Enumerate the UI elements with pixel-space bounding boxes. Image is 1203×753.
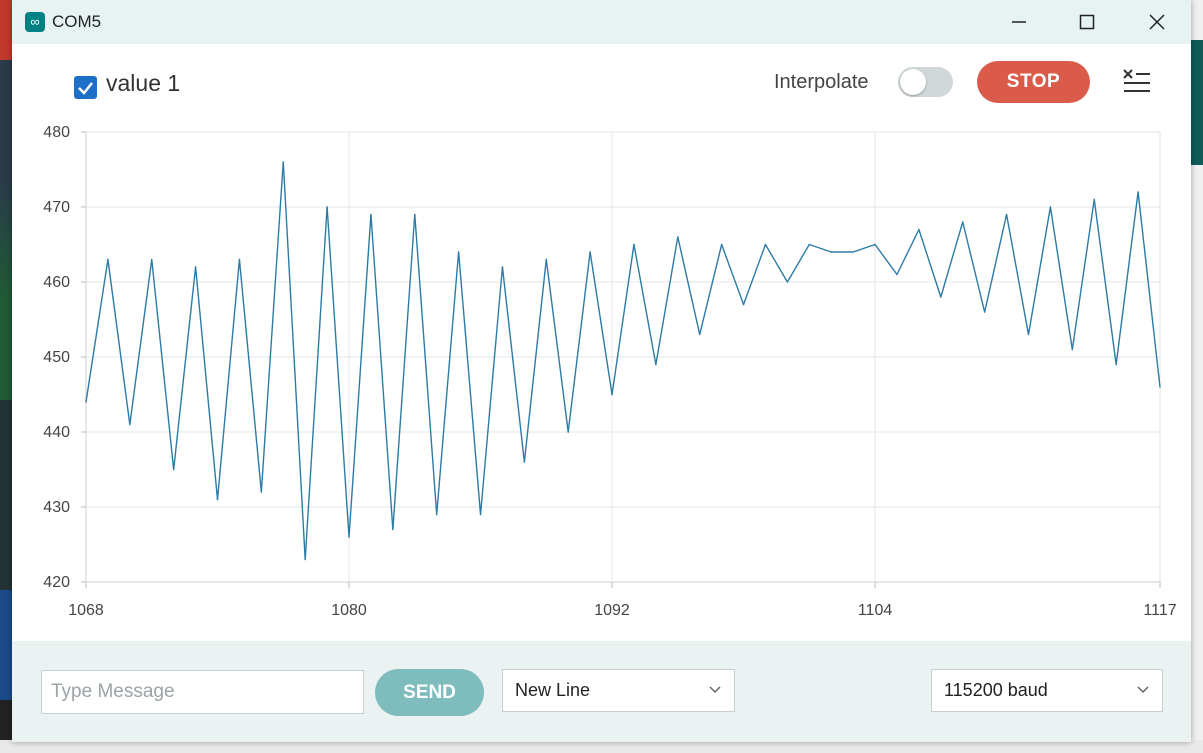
x-tick-label: 1068	[68, 602, 104, 619]
y-tick-label: 470	[43, 199, 70, 216]
series-line-segment	[699, 243, 723, 336]
minimize-button[interactable]	[984, 0, 1054, 44]
series-line-segment	[1027, 206, 1052, 336]
series-line-segment	[151, 258, 175, 471]
footer-bar: SEND New Line 115200 baud	[12, 641, 1191, 742]
close-icon	[1149, 14, 1165, 30]
y-tick-label: 420	[43, 574, 70, 591]
series-line-segment	[786, 243, 811, 283]
series-line-segment	[720, 243, 745, 306]
chevron-down-icon	[709, 686, 721, 694]
maximize-icon	[1079, 14, 1095, 30]
series-line-segment	[457, 251, 482, 516]
series-line-segment	[655, 236, 679, 366]
series-line-segment	[764, 243, 789, 283]
y-tick-label: 480	[43, 124, 70, 141]
series-line-segment	[611, 243, 635, 396]
series-line-segment	[370, 213, 394, 531]
series-line-segment	[501, 266, 526, 463]
series-line-segment	[238, 258, 263, 493]
close-button[interactable]	[1122, 0, 1192, 44]
y-tick-label: 430	[43, 499, 70, 516]
baud-rate-value: 115200 baud	[944, 680, 1048, 700]
desktop-background-left	[0, 0, 14, 753]
series-line-segment	[567, 251, 591, 433]
series-line-segment	[348, 213, 372, 538]
toggle-knob	[900, 69, 926, 95]
y-tick-label: 450	[43, 349, 70, 366]
series-line-segment	[85, 258, 109, 403]
desktop-background-right	[1190, 0, 1203, 753]
baud-rate-select[interactable]: 115200 baud	[931, 669, 1163, 712]
window-title: COM5	[52, 12, 102, 31]
y-tick-label: 460	[43, 274, 70, 291]
series-line-segment	[260, 161, 284, 493]
series-line-segment	[962, 221, 986, 313]
title-bar[interactable]: ∞ COM5	[12, 0, 1191, 44]
series-line-segment	[852, 243, 876, 253]
series-line-segment	[1071, 198, 1095, 351]
y-tick-label: 440	[43, 424, 70, 441]
series-line-segment	[216, 258, 241, 501]
series-line-segment	[589, 251, 613, 396]
stop-button[interactable]: STOP	[977, 61, 1090, 103]
series-checkbox[interactable]	[74, 76, 97, 99]
minimize-icon	[1012, 21, 1026, 23]
message-input[interactable]	[41, 670, 364, 714]
series-checkbox-label[interactable]: value 1	[106, 70, 181, 96]
series-line-segment	[326, 206, 350, 538]
x-tick-label: 1104	[858, 602, 893, 619]
x-tick-label: 1117	[1143, 602, 1176, 619]
maximize-button[interactable]	[1052, 0, 1122, 44]
check-icon	[78, 82, 93, 95]
send-button[interactable]: SEND	[375, 669, 484, 716]
series-line-segment	[874, 243, 898, 276]
series-line-segment	[545, 258, 569, 433]
interpolate-toggle[interactable]	[898, 67, 953, 97]
interpolate-label: Interpolate	[774, 71, 869, 93]
series-line-segment	[479, 266, 504, 516]
series-line-segment	[194, 266, 219, 501]
series-line-segment	[523, 258, 547, 463]
series-line-segment	[983, 213, 1008, 313]
desktop-background-bottom	[0, 740, 1203, 753]
series-line-segment	[304, 206, 328, 561]
series-line-segment	[1005, 213, 1030, 336]
series-line-segment	[1049, 206, 1074, 351]
clear-list-icon	[1123, 69, 1150, 92]
series-line-segment	[896, 228, 920, 276]
series-line-segment	[940, 221, 964, 298]
line-chart: 480 470 460 450 440 430 420 1068 1080 1092 1104 111…	[43, 124, 1176, 619]
series-line-segment	[129, 258, 153, 426]
series-line-segment	[414, 213, 438, 516]
series-line-segment	[633, 243, 657, 366]
series-line-segment	[1115, 191, 1139, 366]
series-line-segment	[392, 213, 416, 531]
series-line-segment	[172, 266, 197, 471]
serial-plotter-window: ∞ COM5 value 1 Interpolate STOP 480 470 46…	[12, 0, 1191, 742]
line-ending-select[interactable]: New Line	[502, 669, 735, 712]
series-line-segment	[918, 228, 942, 298]
clear-button[interactable]	[1120, 64, 1154, 98]
series-line-segment	[1093, 198, 1117, 366]
series-line-segment	[1137, 191, 1161, 388]
x-tick-label: 1080	[331, 602, 367, 619]
series-line-segment	[677, 236, 701, 336]
series-line-segment	[107, 258, 131, 426]
line-ending-value: New Line	[515, 680, 591, 700]
chevron-down-icon	[1137, 686, 1149, 694]
series-line-segment	[282, 161, 306, 561]
desktop-window-edge	[1190, 40, 1203, 165]
series-line-segment	[742, 243, 767, 306]
x-tick-label: 1092	[594, 602, 630, 619]
infinity-icon: ∞	[25, 12, 45, 32]
series-line-segment	[435, 251, 460, 516]
series-line-segment	[808, 243, 832, 253]
